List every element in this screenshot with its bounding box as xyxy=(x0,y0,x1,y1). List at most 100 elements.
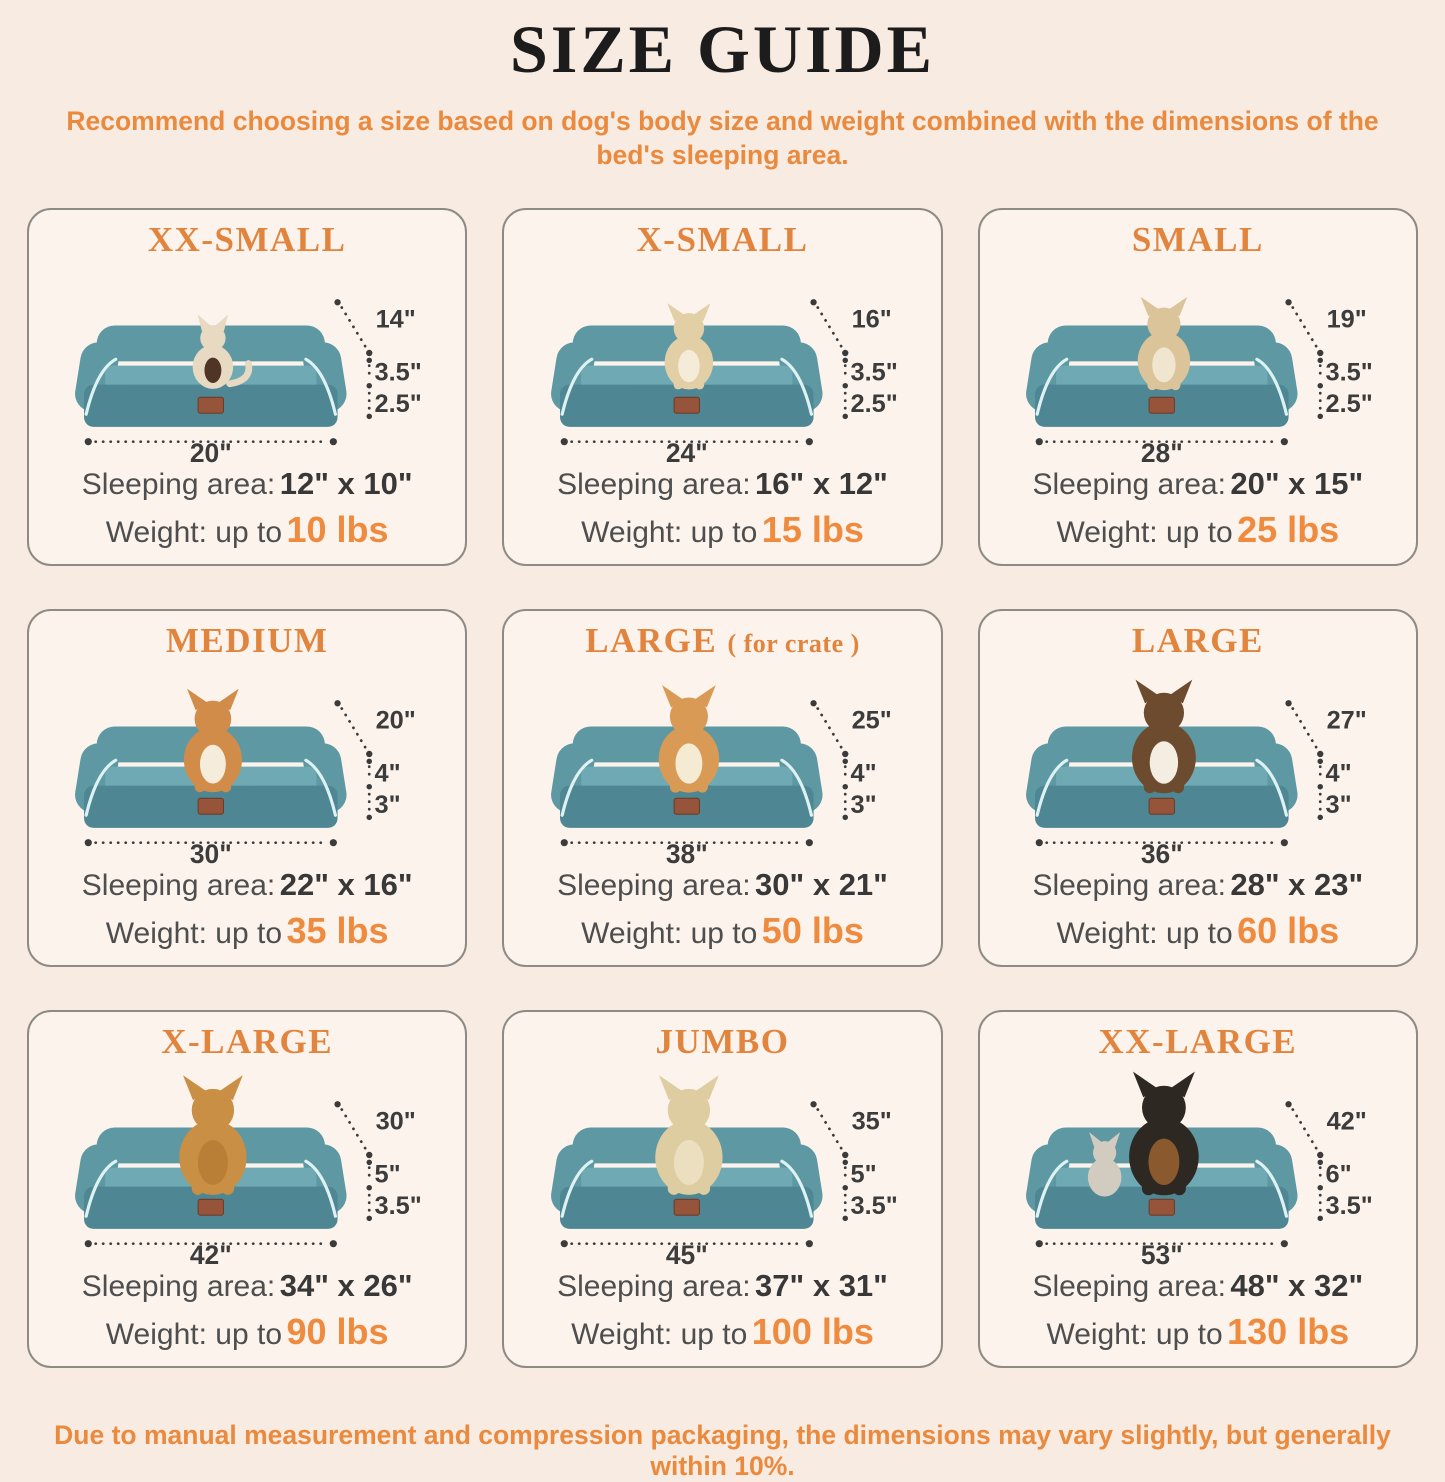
sleeping-area-label: Sleeping area: xyxy=(81,468,276,502)
base-height-label: 3" xyxy=(850,792,876,820)
sleeping-area-label: Sleeping area: xyxy=(81,869,276,903)
cat-silhouette xyxy=(193,314,253,390)
size-card: MEDIUM xyxy=(27,608,468,967)
dimension-annotations: 16" 3.5" 2.5" 24" xyxy=(560,299,898,463)
width-label: 30" xyxy=(190,839,232,864)
dimension-annotations: 19" 3.5" 2.5" 28" xyxy=(1035,299,1373,463)
weight-line: Weight: up to 100 lbs xyxy=(571,1308,874,1356)
size-card-title: MEDIUM xyxy=(166,622,329,660)
bed-brand-tag xyxy=(673,1199,700,1217)
sleeping-area-label: Sleeping area: xyxy=(557,869,751,903)
size-card: X-SMALL xyxy=(502,207,943,566)
base-height-dimension: 3" xyxy=(366,792,401,821)
sleeping-area-label: Sleeping area: xyxy=(81,1270,276,1304)
bed-diagram: 42" 6" 3.5" 53" xyxy=(1026,1071,1373,1265)
bed-brand-tag xyxy=(1148,397,1176,415)
pet-silhouette xyxy=(1137,297,1191,391)
weight-label: Weight: up to xyxy=(581,516,758,550)
dog-silhouette xyxy=(184,689,243,793)
size-card: LARGE ( for crate ) xyxy=(502,608,943,967)
bolster-height-dimension: 4" xyxy=(366,758,401,790)
bolster-height-dimension: 4" xyxy=(842,758,876,790)
base-height-label: 3.5" xyxy=(850,1193,897,1221)
size-name-note: ( for crate ) xyxy=(727,628,860,658)
size-card: XX-SMALL xyxy=(27,207,468,566)
bed-depth-dimension: 42" xyxy=(1285,1101,1367,1159)
size-card-title: SMALL xyxy=(1132,221,1264,259)
dog-bed-illustration xyxy=(75,726,347,829)
dimension-annotations: 14" 3.5" 2.5" 20" xyxy=(85,299,422,463)
weight-line: Weight: up to 90 lbs xyxy=(106,1308,389,1356)
size-card-title: XX-SMALL xyxy=(147,219,347,259)
dog-bed-illustration xyxy=(550,1127,823,1230)
size-card: X-LARGE xyxy=(27,1009,468,1368)
sleeping-area-value: 28" x 23" xyxy=(1230,867,1364,903)
weight-value: 35 lbs xyxy=(286,910,389,952)
bolster-height-dimension: 3.5" xyxy=(842,357,898,389)
bed-width-dimension: 20" xyxy=(85,438,338,463)
size-card-title: X-LARGE xyxy=(161,1021,334,1061)
size-name: XX-SMALL xyxy=(147,219,347,259)
bolster-height-label: 3.5" xyxy=(375,359,422,387)
dimension-annotations: 27" 4" 3" 36" xyxy=(1035,700,1367,864)
bed-diagram: 35" 5" 3.5" 45" xyxy=(550,1075,898,1265)
base-height-dimension: 2.5" xyxy=(366,391,422,420)
weight-line: Weight: up to 10 lbs xyxy=(106,506,389,554)
bed-depth-dimension: 19" xyxy=(1285,299,1367,357)
sleeping-area-value: 34" x 26" xyxy=(279,1268,413,1304)
bed-width-dimension: 36" xyxy=(1035,839,1289,864)
weight-line: Weight: up to 25 lbs xyxy=(1056,506,1339,554)
pet-silhouette xyxy=(193,314,253,390)
weight-label: Weight: up to xyxy=(1056,516,1233,550)
size-card-title: X-SMALL xyxy=(637,221,809,259)
size-grid: XX-SMALL xyxy=(27,207,1418,1368)
pet-silhouette xyxy=(179,1075,248,1196)
weight-line: Weight: up to 50 lbs xyxy=(581,907,864,955)
bed-brand-tag xyxy=(673,397,700,415)
dimension-annotations: 25" 4" 3" 38" xyxy=(560,700,892,864)
bolster-height-dimension: 3.5" xyxy=(366,357,422,389)
sleeping-area-line: Sleeping area: 48" x 32" xyxy=(1032,1266,1363,1307)
bed-width-dimension: 24" xyxy=(560,438,813,463)
dog-bed-illustration xyxy=(75,1127,347,1230)
bed-depth-dimension: 35" xyxy=(810,1101,892,1159)
sleeping-area-line: Sleeping area: 20" x 15" xyxy=(1032,464,1363,505)
pet-silhouette xyxy=(1132,680,1196,794)
sleeping-area-label: Sleeping area: xyxy=(1032,468,1226,502)
bed-width-dimension: 28" xyxy=(1035,438,1289,463)
weight-value: 130 lbs xyxy=(1227,1311,1350,1353)
sleeping-area-line: Sleeping area: 22" x 16" xyxy=(82,865,413,906)
size-card: JUMBO xyxy=(502,1009,943,1368)
sleeping-area-line: Sleeping area: 16" x 12" xyxy=(557,464,888,505)
width-label: 36" xyxy=(1141,839,1183,864)
bed-depth-dimension: 16" xyxy=(810,299,892,357)
footer-note: Due to manual measurement and compressio… xyxy=(54,1419,1391,1481)
size-card: LARGE xyxy=(977,608,1418,967)
bed-brand-tag xyxy=(1148,798,1176,816)
weight-value: 100 lbs xyxy=(751,1311,874,1353)
bed-depth-dimension: 27" xyxy=(1285,700,1367,758)
width-label: 24" xyxy=(666,438,708,463)
size-name: X-LARGE xyxy=(161,1021,334,1061)
weight-value: 15 lbs xyxy=(761,509,864,551)
sleeping-area-value: 48" x 32" xyxy=(1230,1268,1364,1304)
depth-label: 35" xyxy=(851,1108,891,1136)
bolster-height-label: 3.5" xyxy=(1326,359,1373,387)
base-height-dimension: 3" xyxy=(1317,792,1352,821)
weight-value: 25 lbs xyxy=(1237,509,1340,551)
base-height-dimension: 3" xyxy=(842,792,876,821)
size-name: XX-LARGE xyxy=(1098,1021,1298,1061)
weight-value: 60 lbs xyxy=(1237,910,1340,952)
depth-label: 16" xyxy=(851,306,891,334)
sleeping-area-line: Sleeping area: 12" x 10" xyxy=(82,464,413,505)
bed-diagram: 27" 4" 3" 36" xyxy=(1026,680,1367,864)
bed-diagram: 19" 3.5" 2.5" 28" xyxy=(1026,297,1373,463)
depth-label: 42" xyxy=(1327,1108,1367,1136)
dimension-annotations: 30" 5" 3.5" 42" xyxy=(85,1101,422,1265)
width-label: 28" xyxy=(1141,438,1183,463)
size-card-title: XX-LARGE xyxy=(1098,1021,1298,1061)
width-label: 45" xyxy=(666,1240,708,1265)
weight-label: Weight: up to xyxy=(105,1318,283,1352)
sleeping-area-label: Sleeping area: xyxy=(557,1270,751,1304)
bed-width-dimension: 38" xyxy=(560,839,813,864)
